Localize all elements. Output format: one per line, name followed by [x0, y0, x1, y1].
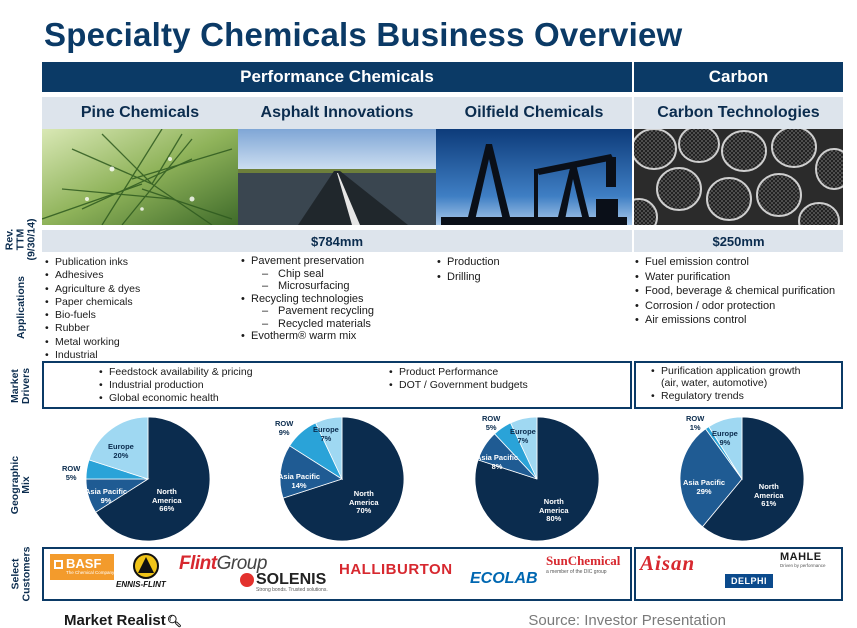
applications-row-label: Applications: [14, 275, 27, 339]
list-item: Agriculture & dyes: [44, 283, 234, 297]
ecolab-logo: ECOLAB: [470, 570, 538, 587]
list-item: Publication inks: [44, 256, 234, 270]
list-item: Metal working: [44, 336, 234, 350]
pie-slice-europe: [88, 416, 149, 480]
pie-label-asia-pacific: Asia Pacific 9%: [85, 487, 128, 505]
revenue-carbon: $250mm: [634, 230, 843, 252]
geographic-mix-row-label: Geographic Mix: [8, 455, 33, 515]
pie-label-europe: Europe 9%: [712, 429, 738, 447]
source-note: Source: Investor Presentation: [528, 612, 726, 628]
page-title: Specialty Chemicals Business Overview: [44, 16, 683, 53]
segment-oilfield-chemicals: Oilfield Chemicals: [436, 97, 632, 129]
list-item: Recycled materials: [240, 318, 435, 331]
pine-applications-list: Publication inks Adhesives Agriculture &…: [44, 256, 234, 363]
list-item: Food, beverage & chemical purification: [634, 284, 843, 299]
pie-label-asia-pacific: Asia Pacific 8%: [476, 453, 519, 471]
list-item: Product Performance: [388, 366, 628, 379]
list-item: Drilling: [436, 270, 626, 285]
list-item: Recycling technologies: [240, 293, 435, 306]
revenue-performance: $784mm: [42, 230, 632, 252]
performance-market-drivers-box: Feedstock availability & pricing Industr…: [42, 361, 632, 409]
list-item: Evotherm® warm mix: [240, 330, 435, 343]
market-realist-brand: Market Realist🔍︎: [64, 612, 182, 628]
list-item: Air emissions control: [634, 313, 843, 328]
list-item: Chip seal: [240, 268, 435, 281]
list-item: Paper chemicals: [44, 296, 234, 310]
list-item: Regulatory trends: [650, 390, 840, 403]
select-customers-row-label: Select Customers: [8, 546, 33, 602]
pie-label-row: ROW 9%: [275, 419, 294, 437]
oilfield-applications-list: Production Drilling: [436, 255, 626, 284]
segment-pine-chemicals: Pine Chemicals: [42, 97, 238, 129]
delphi-logo: DELPHI: [725, 574, 774, 588]
sun-chemical-logo: SunChemical a member of the DIC group: [546, 553, 621, 575]
segment-carbon-technologies: Carbon Technologies: [634, 97, 843, 129]
market-drivers-carbon-list: Purification application growth(air, wat…: [650, 365, 840, 403]
pie-label-europe: Europe 7%: [510, 427, 536, 445]
list-item: Water purification: [634, 270, 843, 285]
market-drivers-row-label: Market Drivers: [8, 367, 32, 405]
pie-slice-asia-pacific: [679, 428, 743, 528]
mahle-logo: MAHLE Driven by performance: [780, 551, 826, 568]
list-item: Purification application growth(air, wat…: [650, 365, 840, 389]
magnifier-icon: 🔍︎: [166, 614, 182, 628]
pie-label-row: ROW 5%: [62, 464, 81, 482]
pie-slice-north-america: [95, 416, 211, 542]
list-item: Feedstock availability & pricing: [98, 366, 358, 379]
solenis-logo: SOLENIS Strong bonds. Trusted solutions.: [240, 571, 328, 593]
segment-asphalt-innovations: Asphalt Innovations: [238, 97, 436, 129]
pie-slice-europe: [315, 416, 343, 480]
list-item: Industrial: [44, 349, 234, 363]
list-item: DOT / Government budgets: [388, 379, 628, 392]
list-item: Industrial production: [98, 379, 358, 392]
list-item: Production: [436, 255, 626, 270]
pie-chart-oilfield: [474, 416, 600, 542]
pie-label-row: ROW 5%: [482, 414, 501, 432]
market-drivers-left-list: Feedstock availability & pricing Industr…: [98, 366, 358, 405]
carbon-applications-list: Fuel emission control Water purification…: [634, 255, 843, 328]
list-item: Pavement preservation: [240, 255, 435, 268]
pie-chart-asphalt: [279, 416, 405, 542]
list-item: Global economic health: [98, 392, 358, 405]
pie-label-north-america: North America 70%: [349, 489, 379, 516]
flint-group-logo: FlintGroup: [179, 553, 267, 574]
pie-chart-carbon: [679, 416, 805, 542]
pie-label-europe: Europe 20%: [108, 442, 134, 460]
pie-slice-north-america: [282, 416, 405, 542]
halliburton-logo: HALLIBURTON: [339, 561, 453, 578]
aisan-logo: Aisan: [640, 551, 696, 575]
pine-needles-photo: [42, 129, 238, 225]
list-item: Pavement recycling: [240, 305, 435, 318]
market-drivers-mid-list: Product Performance DOT / Government bud…: [388, 366, 628, 392]
pie-slice-asia-pacific: [279, 445, 343, 499]
list-item: Fuel emission control: [634, 255, 843, 270]
performance-chemicals-header: Performance Chemicals: [42, 62, 632, 92]
pie-label-north-america: North America 61%: [754, 482, 784, 509]
asphalt-applications-list: Pavement preservation Chip seal Microsur…: [240, 255, 435, 343]
carbon-filters-photo: [634, 129, 843, 225]
carbon-header: Carbon: [634, 62, 843, 92]
pie-label-europe: Europe 7%: [313, 425, 339, 443]
list-item: Rubber: [44, 322, 234, 336]
basf-logo: BASF The Chemical Company: [50, 554, 114, 580]
list-item: Microsurfacing: [240, 280, 435, 293]
oil-pumpjack-photo: [436, 129, 632, 225]
pie-label-north-america: North America 80%: [539, 497, 569, 524]
pie-label-row: ROW 1%: [686, 414, 705, 432]
pie-slice-europe: [708, 416, 743, 481]
pie-label-asia-pacific: Asia Pacific 29%: [683, 478, 726, 496]
pie-slice-europe: [510, 416, 538, 480]
pie-label-asia-pacific: Asia Pacific 14%: [278, 472, 321, 490]
list-item: Bio-fuels: [44, 309, 234, 323]
pie-chart-pine: [85, 416, 211, 542]
list-item: Corrosion / odor protection: [634, 299, 843, 314]
carbon-market-drivers-box: Purification application growth(air, wat…: [634, 361, 843, 409]
pie-label-north-america: North America 66%: [152, 487, 182, 514]
ennis-flint-logo: ENNIS-FLINT: [116, 553, 176, 593]
pie-slice-north-america: [701, 416, 805, 542]
list-item: Adhesives: [44, 269, 234, 283]
asphalt-road-photo: [238, 129, 436, 225]
